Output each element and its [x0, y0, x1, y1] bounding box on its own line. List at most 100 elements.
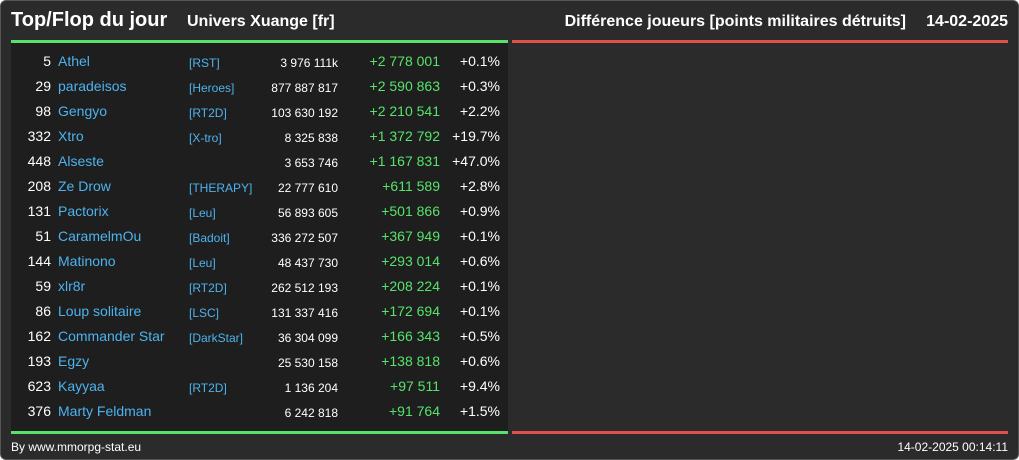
player-points: 22 777 610 [277, 181, 338, 195]
player-points: 3 976 111k [280, 56, 338, 70]
percent-change: +2.8% [459, 178, 500, 194]
alliance-tag-link[interactable]: [RT2D] [189, 106, 227, 120]
points-difference: +2 210 541 [369, 103, 440, 119]
alliance-tag-link[interactable]: [DarkStar] [189, 331, 244, 345]
table-row: 86 Loup solitaire [LSC] 131 337 416 +172 694… [11, 299, 508, 324]
player-rank: 144 [27, 253, 51, 269]
alliance-tag-link[interactable]: [RST] [189, 56, 220, 70]
table-row: 623 Kayyaa [RT2D] 1 136 204 +97 511 +9.4% [11, 374, 508, 399]
player-points: 3 653 746 [284, 156, 338, 170]
player-rank: 623 [27, 378, 51, 394]
player-rank: 5 [43, 53, 51, 69]
alliance-tag-link[interactable]: [RT2D] [189, 381, 227, 395]
player-rank: 332 [27, 128, 51, 144]
points-difference: +138 818 [381, 353, 440, 369]
points-difference: +1 167 831 [369, 153, 440, 169]
table-row: 51 CaramelmOu [Badoit] 336 272 507 +367 949 +… [11, 224, 508, 249]
table-row: 448 Alseste 3 653 746 +1 167 831 +47.0% [11, 149, 508, 174]
points-difference: +172 694 [381, 303, 440, 319]
table-row: 332 Xtro [X-tro] 8 325 838 +1 372 792 +19.7% [11, 124, 508, 149]
player-name-link[interactable]: CaramelmOu [58, 228, 142, 244]
table-row: 144 Matinono [Leu] 48 437 730 +293 014 +0.6% [11, 249, 508, 274]
universe-label: Univers Xuange [fr] [187, 13, 335, 30]
player-points: 56 893 605 [277, 206, 338, 220]
points-difference: +2 590 863 [369, 78, 440, 94]
points-difference: +1 372 792 [369, 128, 440, 144]
percent-change: +0.5% [459, 328, 500, 344]
player-rank: 448 [27, 153, 51, 169]
player-points: 336 272 507 [271, 231, 338, 245]
alliance-tag-link[interactable]: [THERAPY] [189, 181, 253, 195]
table-row: 5 Athel [RST] 3 976 111k +2 778 001 +0.1% [11, 49, 508, 74]
percent-change: +0.3% [459, 78, 500, 94]
alliance-tag-link[interactable]: [Badoit] [189, 231, 230, 245]
player-name-link[interactable]: Marty Feldman [58, 403, 152, 419]
player-rank: 29 [35, 78, 51, 94]
percent-change: +0.6% [459, 353, 500, 369]
player-points: 25 530 158 [277, 356, 338, 370]
alliance-tag-link[interactable]: [RT2D] [189, 281, 227, 295]
points-difference: +501 866 [381, 203, 440, 219]
player-rank: 98 [35, 103, 51, 119]
percent-change: +1.5% [459, 403, 500, 419]
metric-label: Différence joueurs [points militaires dé… [564, 13, 906, 30]
points-difference: +208 224 [381, 278, 440, 294]
player-points: 131 337 416 [271, 306, 338, 320]
percent-change: +0.1% [459, 303, 500, 319]
player-name-link[interactable]: Loup solitaire [58, 303, 142, 319]
points-difference: +611 589 [382, 178, 440, 194]
alliance-tag-link[interactable]: [Leu] [189, 206, 216, 220]
player-name-link[interactable]: paradeisos [58, 78, 127, 94]
table-row: 59 xlr8r [RT2D] 262 512 193 +208 224 +0.1% [11, 274, 508, 299]
alliance-tag-link[interactable]: [LSC] [189, 306, 220, 320]
widget-title: Top/Flop du jour [11, 9, 168, 31]
percent-change: +0.1% [459, 53, 500, 69]
top-players-list: 5 Athel [RST] 3 976 111k +2 778 001 +0.1% 29 pa… [11, 49, 508, 424]
player-rank: 59 [35, 278, 51, 294]
points-difference: +367 949 [381, 228, 440, 244]
table-row: 208 Ze Drow [THERAPY] 22 777 610 +611 589 +2.… [11, 174, 508, 199]
player-name-link[interactable]: Pactorix [58, 203, 109, 219]
table-row: 376 Marty Feldman 6 242 818 +91 764 +1.5% [11, 399, 508, 424]
player-name-link[interactable]: Matinono [58, 253, 116, 269]
points-difference: +166 343 [381, 328, 440, 344]
flop-players-panel [512, 43, 1008, 431]
player-name-link[interactable]: Commander Star [58, 328, 165, 344]
points-difference: +97 511 [390, 378, 440, 394]
percent-change: +0.6% [459, 253, 500, 269]
player-rank: 162 [27, 328, 51, 344]
flop-accent-bar [512, 40, 1008, 43]
generated-timestamp: 14-02-2025 00:14:11 [897, 440, 1008, 454]
player-name-link[interactable]: Alseste [58, 153, 104, 169]
points-difference: +293 014 [381, 253, 440, 269]
player-name-link[interactable]: xlr8r [58, 278, 86, 294]
table-row: 162 Commander Star [DarkStar] 36 304 099 +16… [11, 324, 508, 349]
player-name-link[interactable]: Ze Drow [58, 178, 111, 194]
player-name-link[interactable]: Xtro [58, 128, 84, 144]
player-name-link[interactable]: Gengyo [58, 103, 108, 119]
alliance-tag-link[interactable]: [Leu] [189, 256, 216, 270]
percent-change: +0.1% [459, 228, 500, 244]
player-points: 262 512 193 [271, 281, 338, 295]
player-name-link[interactable]: Egzy [58, 353, 90, 369]
top-accent-bar [11, 40, 508, 43]
points-difference: +91 764 [389, 403, 440, 419]
alliance-tag-link[interactable]: [Heroes] [189, 81, 235, 95]
alliance-tag-link[interactable]: [X-tro] [189, 131, 222, 145]
table-row: 131 Pactorix [Leu] 56 893 605 +501 866 +0.9% [11, 199, 508, 224]
player-rank: 51 [35, 228, 51, 244]
player-points: 6 242 818 [284, 406, 338, 420]
percent-change: +2.2% [459, 103, 500, 119]
percent-change: +0.9% [459, 203, 500, 219]
site-credit-link[interactable]: By www.mmorpg-stat.eu [11, 440, 142, 454]
player-name-link[interactable]: Athel [58, 53, 90, 69]
player-name-link[interactable]: Kayyaa [58, 378, 105, 394]
player-rank: 193 [27, 353, 51, 369]
player-rank: 131 [27, 203, 51, 219]
points-difference: +2 778 001 [369, 53, 440, 69]
player-points: 48 437 730 [277, 256, 338, 270]
table-row: 29 paradeisos [Heroes] 877 887 817 +2 590 86… [11, 74, 508, 99]
top-accent-bar-bottom [11, 431, 508, 434]
player-rank: 208 [27, 178, 51, 194]
